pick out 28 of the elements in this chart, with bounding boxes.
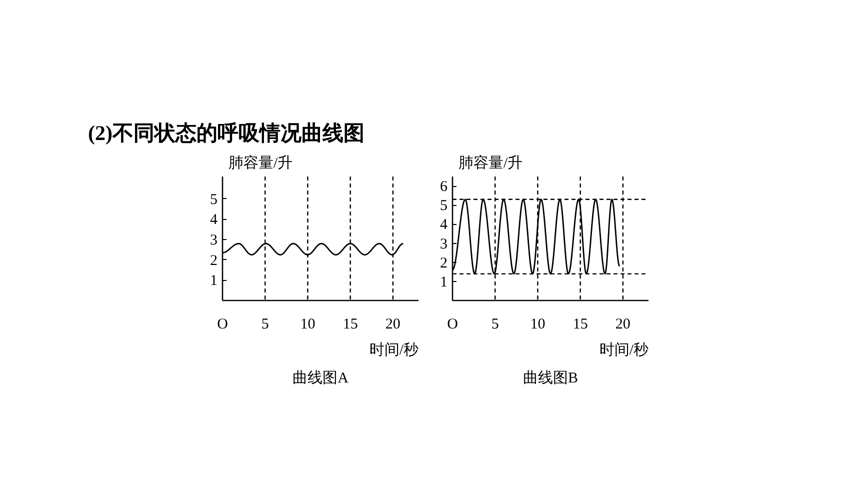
x-tick-label: 5 [261,316,269,332]
y-tick-label: 3 [210,232,218,249]
y-tick-label: 2 [440,255,448,272]
x-tick-label: 10 [300,316,316,332]
y-axis-title: 肺容量/升 [458,154,523,172]
y-tick-label: 5 [440,198,448,214]
y-tick-label: 2 [210,252,218,269]
x-tick-label: 10 [530,316,546,332]
text: 曲线图B [523,370,578,386]
y-tick-label: 5 [210,192,218,208]
text: 曲线图A [292,370,349,386]
x-axis-title: 时间/秒 [369,342,419,358]
x-tick-label: O [447,316,458,332]
x-tick-label: 20 [615,316,630,332]
y-tick-label: 4 [210,212,218,228]
y-tick-label: 1 [440,274,448,290]
y-tick-label: 6 [440,179,448,196]
y-axis-title: 肺容量/升 [228,154,293,172]
text: (2)不同状态的呼吸情况曲线图 [88,120,364,147]
x-tick-label: O [217,316,228,332]
y-tick-label: 1 [210,273,218,290]
x-tick-label: 5 [491,316,499,332]
x-tick-label: 20 [385,316,400,332]
x-axis-title: 时间/秒 [599,342,649,358]
y-tick-label: 3 [440,236,448,252]
y-tick-label: 4 [440,217,448,234]
x-tick-label: 15 [572,316,588,332]
x-tick-label: 15 [342,316,358,332]
